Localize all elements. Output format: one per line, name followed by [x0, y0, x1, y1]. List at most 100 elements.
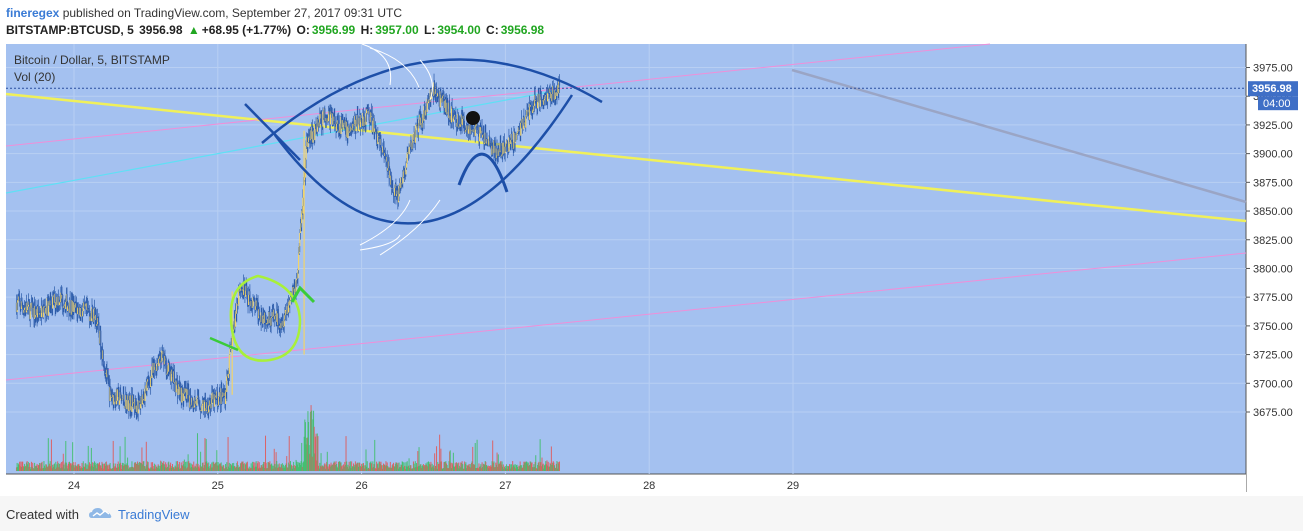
candle-body [451, 106, 453, 109]
candle-body [304, 177, 306, 180]
volume-bar [281, 463, 283, 471]
candle-body [52, 295, 54, 298]
candle-body [78, 307, 80, 316]
volume-bar [532, 467, 534, 471]
volume-bar [231, 463, 233, 471]
volume-bar [134, 462, 136, 471]
volume-bar [308, 422, 310, 471]
candle-body [495, 148, 498, 159]
candle-body [366, 109, 368, 114]
candle-body [165, 358, 167, 375]
candle-body [115, 389, 117, 405]
candle-body [246, 285, 248, 295]
candle-body [107, 369, 109, 375]
volume-bar [17, 467, 19, 471]
plot-area[interactable] [6, 44, 1246, 474]
candle-body [387, 168, 389, 171]
volume-bar [83, 466, 85, 471]
volume-bar [137, 463, 139, 471]
volume-bar [555, 463, 557, 471]
candle-body [177, 388, 179, 395]
volume-bar [470, 467, 472, 471]
volume-bar [190, 467, 192, 471]
candle-body [400, 177, 402, 188]
volume-bar [414, 461, 416, 471]
candle-body [150, 376, 152, 379]
candle-body [153, 363, 156, 371]
volume-bar [511, 467, 513, 471]
volume-bar [365, 449, 367, 471]
volume-bar [256, 463, 258, 471]
candle-body [544, 96, 546, 100]
time-tick-label: 26 [355, 480, 367, 492]
candle-body [461, 114, 463, 126]
volume-bar [208, 462, 210, 471]
volume-bar [60, 462, 62, 471]
candle-body [351, 126, 353, 131]
candle-body [271, 316, 273, 318]
footer: Created with TradingView [0, 496, 1303, 531]
candle-body [441, 97, 443, 103]
candle-body [95, 314, 97, 326]
volume-bar [102, 468, 104, 471]
volume-bar [396, 462, 398, 471]
candle-body [316, 130, 318, 132]
volume-bar [387, 467, 389, 471]
price-axis[interactable] [1246, 44, 1303, 474]
volume-bar [429, 463, 431, 471]
volume-bar [333, 462, 335, 471]
candle-body [349, 131, 351, 133]
close-label: C: [486, 23, 499, 37]
volume-bar [210, 467, 212, 471]
volume-bar [136, 463, 138, 471]
volume-bar [129, 468, 131, 471]
volume-bar [193, 461, 195, 471]
volume-bar [266, 468, 268, 471]
volume-bar [57, 461, 59, 471]
volume-bar [489, 466, 491, 471]
candle-body [119, 392, 121, 401]
candle-body [118, 390, 120, 405]
candle-body [240, 286, 242, 290]
volume-bar [236, 461, 238, 471]
volume-bar [502, 466, 504, 471]
candle-body [175, 380, 177, 393]
volume-bar [549, 462, 551, 471]
volume-bar [459, 462, 461, 471]
volume-bar [174, 465, 176, 471]
time-axis[interactable] [6, 474, 1246, 492]
volume-bar [374, 468, 376, 471]
candle-body [146, 379, 149, 382]
price-chart[interactable]: 3675.003700.003725.003750.003775.003800.… [0, 42, 1303, 496]
volume-bar [463, 468, 465, 471]
volume-bar [23, 467, 25, 471]
volume-bar [375, 468, 377, 471]
volume-bar [410, 465, 412, 471]
candle-body [466, 125, 468, 131]
volume-bar [438, 463, 440, 471]
volume-bar [462, 468, 464, 471]
volume-bar [371, 467, 373, 471]
author-link[interactable]: fineregex [6, 6, 60, 20]
candle-body [369, 116, 371, 123]
candle-body [285, 310, 287, 311]
candle-body [92, 307, 94, 322]
volume-bar [205, 461, 207, 471]
candle-body [481, 127, 483, 138]
volume-bar [251, 461, 253, 471]
volume-bar [367, 468, 369, 471]
candle-body [169, 365, 171, 375]
candle-body [274, 316, 276, 320]
candle-body [409, 140, 411, 147]
volume-bar [442, 468, 444, 471]
candle-body [351, 128, 353, 131]
tradingview-link[interactable]: TradingView [118, 507, 190, 522]
volume-bar [389, 461, 391, 471]
volume-bar [230, 465, 232, 471]
white-fin-bottom [359, 199, 441, 256]
candle-body [80, 307, 82, 317]
candle-body [30, 303, 33, 309]
candle-body [373, 118, 375, 132]
candle-body [435, 86, 437, 94]
volume-bar [82, 468, 84, 471]
